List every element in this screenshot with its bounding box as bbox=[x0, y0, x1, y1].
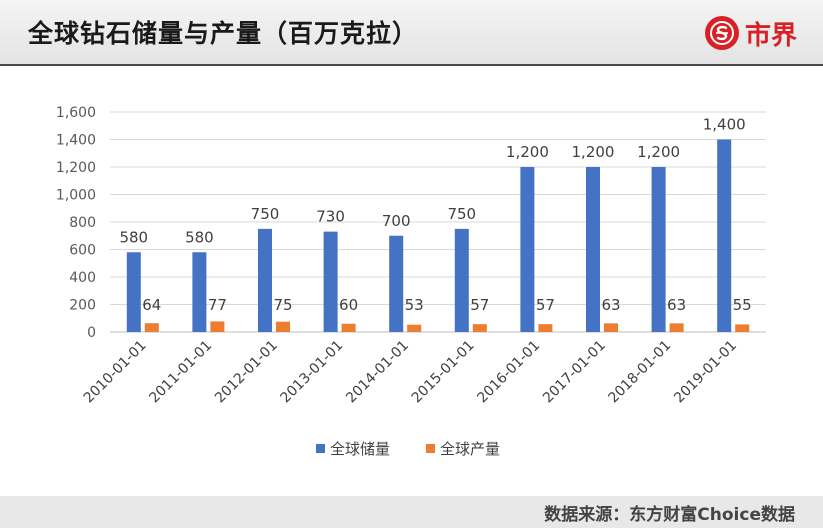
reserves-data-label: 750 bbox=[447, 205, 476, 223]
legend-swatch-production bbox=[426, 444, 435, 453]
reserves-data-label: 1,200 bbox=[506, 143, 549, 161]
production-bar bbox=[604, 323, 618, 332]
reserves-data-label: 730 bbox=[316, 208, 345, 226]
footer-bar: 数据来源：东方财富Choice数据 bbox=[0, 496, 823, 528]
x-tick-label: 2012-01-01 bbox=[212, 338, 281, 407]
production-data-label: 64 bbox=[142, 296, 161, 314]
reserves-bar bbox=[717, 139, 732, 332]
x-tick-label: 2014-01-01 bbox=[343, 338, 412, 407]
production-data-label: 75 bbox=[273, 296, 292, 314]
y-tick-label: 1,600 bbox=[56, 105, 96, 121]
production-bar bbox=[210, 321, 225, 332]
reserves-bar bbox=[389, 235, 404, 332]
x-tick-label: 2015-01-01 bbox=[409, 338, 478, 407]
reserves-bar bbox=[454, 228, 469, 332]
reserves-bar bbox=[651, 167, 666, 332]
x-tick-label: 2019-01-01 bbox=[671, 338, 740, 407]
production-data-label: 63 bbox=[601, 296, 620, 314]
page-title: 全球钻石储量与产量（百万克拉） bbox=[28, 19, 419, 48]
y-tick-label: 0 bbox=[87, 325, 96, 341]
brand-logo: 市界 bbox=[704, 14, 797, 52]
production-data-label: 63 bbox=[667, 296, 686, 314]
production-bar bbox=[669, 323, 684, 332]
reserves-bar bbox=[258, 228, 272, 332]
reserves-data-label: 700 bbox=[382, 212, 411, 230]
production-bar bbox=[735, 324, 750, 332]
x-tick-label: 2016-01-01 bbox=[474, 338, 543, 407]
production-bar bbox=[341, 323, 356, 332]
bar-chart: 0 200 400 600 800 1,000 1,200 1,400 1,600 580 64 20… bbox=[56, 105, 766, 458]
reserves-data-label: 580 bbox=[119, 228, 148, 246]
reserves-bar bbox=[520, 167, 535, 332]
data-source: 数据来源：东方财富Choice数据 bbox=[544, 505, 795, 525]
x-tick-label: 2011-01-01 bbox=[146, 338, 215, 407]
production-bar bbox=[538, 324, 553, 332]
production-bar bbox=[144, 323, 159, 332]
y-tick-label: 1,200 bbox=[56, 160, 96, 176]
reserves-bar bbox=[126, 252, 141, 332]
reserves-data-label: 1,400 bbox=[703, 116, 746, 134]
legend-swatch-reserves bbox=[316, 444, 325, 453]
reserves-bar bbox=[192, 252, 207, 332]
reserves-data-label: 580 bbox=[185, 228, 214, 246]
y-tick-label: 1,400 bbox=[56, 133, 96, 149]
y-tick-label: 1,000 bbox=[56, 188, 96, 204]
production-data-label: 57 bbox=[470, 296, 489, 314]
reserves-data-label: 1,200 bbox=[572, 143, 615, 161]
chart-area: 0 200 400 600 800 1,000 1,200 1,400 1,600 580 64 20… bbox=[0, 66, 823, 496]
brand-name: 市界 bbox=[744, 20, 797, 51]
x-tick-label: 2017-01-01 bbox=[540, 338, 609, 407]
y-tick-label: 400 bbox=[69, 270, 96, 286]
production-data-label: 53 bbox=[405, 296, 424, 314]
legend-label-production: 全球产量 bbox=[440, 440, 500, 458]
production-data-label: 77 bbox=[208, 296, 227, 314]
header-bar: 全球钻石储量与产量（百万克拉） 市界 bbox=[0, 0, 823, 66]
legend-label-reserves: 全球储量 bbox=[330, 440, 390, 458]
production-data-label: 55 bbox=[733, 296, 752, 314]
y-tick-label: 600 bbox=[69, 243, 96, 259]
y-tick-label: 800 bbox=[69, 215, 96, 231]
x-tick-label: 2013-01-01 bbox=[278, 338, 347, 407]
production-data-label: 60 bbox=[339, 296, 358, 314]
reserves-data-label: 1,200 bbox=[637, 143, 680, 161]
y-tick-label: 200 bbox=[69, 298, 96, 314]
production-data-label: 57 bbox=[536, 296, 555, 314]
reserves-bar bbox=[323, 231, 338, 332]
x-tick-label: 2010-01-01 bbox=[81, 338, 150, 407]
brand-s-icon bbox=[704, 16, 739, 50]
reserves-bar bbox=[586, 167, 600, 332]
x-tick-label: 2018-01-01 bbox=[606, 338, 675, 407]
production-bar bbox=[472, 324, 487, 332]
reserves-data-label: 750 bbox=[251, 205, 280, 223]
production-bar bbox=[407, 324, 422, 332]
production-bar bbox=[276, 321, 290, 332]
